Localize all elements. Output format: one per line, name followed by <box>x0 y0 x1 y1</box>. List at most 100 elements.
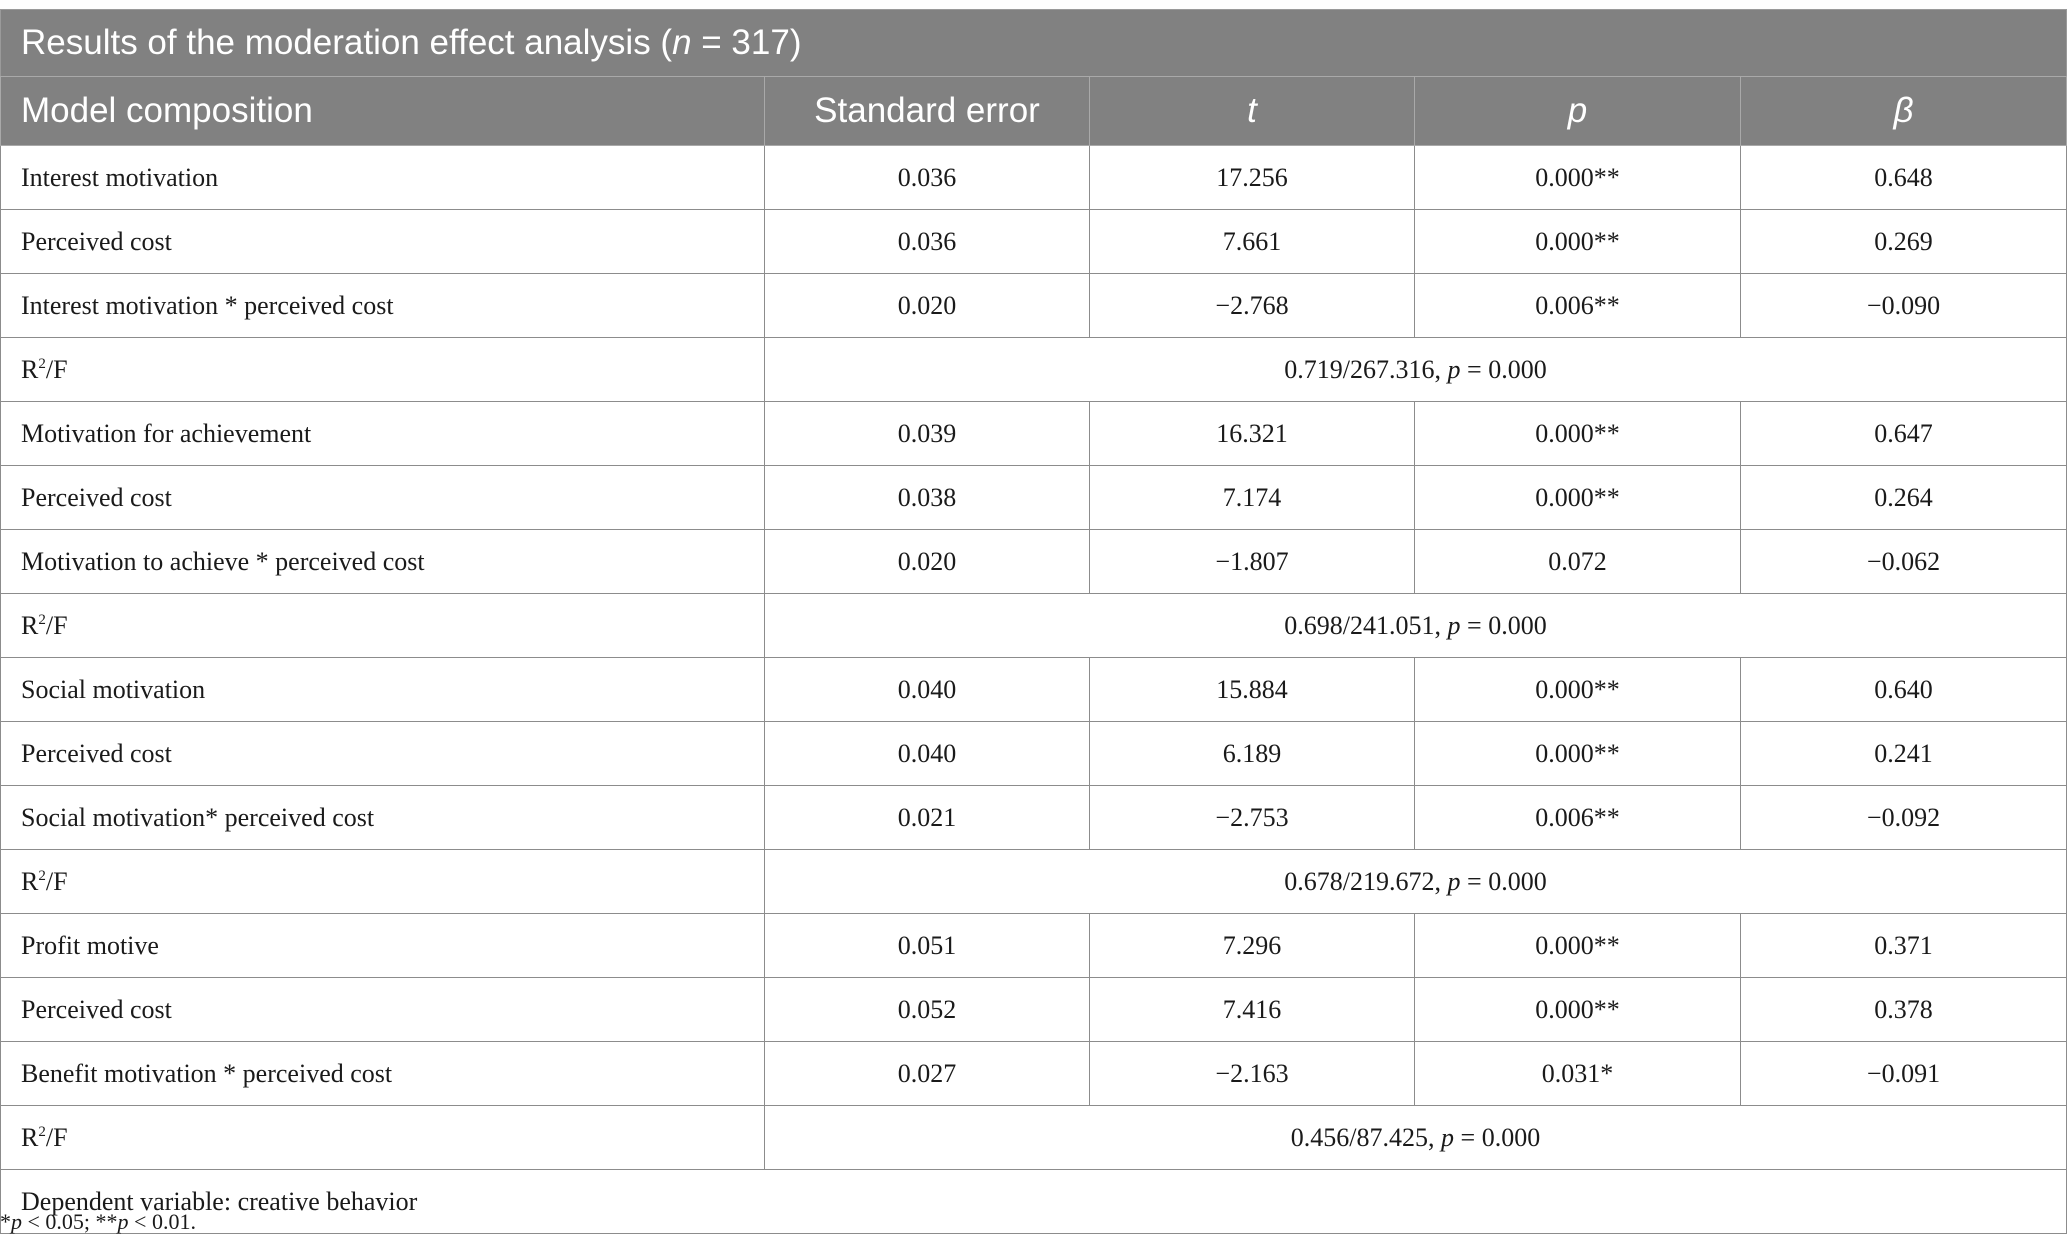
table-row: Interest motivation 0.036 17.256 0.000**… <box>0 145 2067 210</box>
cell-t: 7.416 <box>1089 977 1415 1042</box>
row-label: Interest motivation <box>0 145 765 210</box>
summary-p-symbol: p <box>1441 1122 1455 1152</box>
header-standard-error: Standard error <box>764 76 1090 146</box>
cell-se: 0.039 <box>764 401 1090 466</box>
cell-beta: −0.092 <box>1739 785 2067 850</box>
cell-beta: −0.090 <box>1739 273 2067 338</box>
cell-beta: 0.371 <box>1739 913 2067 978</box>
cell-beta: 0.378 <box>1739 977 2067 1042</box>
summary-label: R2/F <box>0 593 765 658</box>
table-title: Results of the moderation effect analysi… <box>0 9 2067 77</box>
summary-label: R2/F <box>0 1105 765 1170</box>
cell-t: 7.661 <box>1089 209 1415 274</box>
header-beta: β <box>1739 76 2067 146</box>
summary-label-base: R <box>21 354 39 384</box>
cell-beta: 0.269 <box>1739 209 2067 274</box>
summary-value-text: 0.678/219.672, <box>1284 866 1448 896</box>
cell-p: 0.000** <box>1414 465 1741 530</box>
column-header-row: Model composition Standard error t p β <box>0 76 2067 146</box>
table-row: Perceived cost 0.040 6.189 0.000** 0.241 <box>0 721 2067 786</box>
cell-se: 0.020 <box>764 273 1090 338</box>
cell-se: 0.036 <box>764 209 1090 274</box>
footnote-p2: p <box>117 1209 129 1234</box>
title-n-symbol: n <box>672 23 692 62</box>
cell-se: 0.021 <box>764 785 1090 850</box>
summary-label-tail: /F <box>45 610 68 640</box>
cell-se: 0.036 <box>764 145 1090 210</box>
footnote-star: * <box>0 1209 11 1234</box>
cell-t: 15.884 <box>1089 657 1415 722</box>
cell-p: 0.072 <box>1414 529 1741 594</box>
row-label: Benefit motivation * perceived cost <box>0 1041 765 1106</box>
summary-value: 0.698/241.051, p = 0.000 <box>763 593 2067 658</box>
summary-label-sup: 2 <box>38 867 46 884</box>
header-model-composition: Model composition <box>0 76 765 146</box>
row-label: Perceived cost <box>0 721 765 786</box>
header-t: t <box>1089 76 1415 146</box>
summary-p-value: = 0.000 <box>1454 1122 1541 1152</box>
cell-beta: 0.241 <box>1739 721 2067 786</box>
summary-p-value: = 0.000 <box>1460 866 1547 896</box>
summary-label-tail: /F <box>45 354 68 384</box>
summary-value-text: 0.719/267.316, <box>1284 354 1448 384</box>
summary-row: R2/F 0.678/219.672, p = 0.000 <box>0 849 2067 914</box>
table-row: Perceived cost 0.052 7.416 0.000** 0.378 <box>0 977 2067 1042</box>
cell-t: 7.296 <box>1089 913 1415 978</box>
cell-t: −1.807 <box>1089 529 1415 594</box>
footnote-p1: p <box>11 1209 22 1234</box>
cell-beta: −0.062 <box>1739 529 2067 594</box>
table-row: Motivation to achieve * perceived cost 0… <box>0 529 2067 594</box>
row-label: Motivation to achieve * perceived cost <box>0 529 765 594</box>
cell-se: 0.038 <box>764 465 1090 530</box>
moderation-results-table: Results of the moderation effect analysi… <box>0 9 2067 1234</box>
table-row: Social motivation* perceived cost 0.021 … <box>0 785 2067 850</box>
row-label: Perceived cost <box>0 209 765 274</box>
summary-p-value: = 0.000 <box>1460 354 1547 384</box>
table-row: Social motivation 0.040 15.884 0.000** 0… <box>0 657 2067 722</box>
title-prefix: Results of the moderation effect analysi… <box>21 23 673 62</box>
cell-t: 6.189 <box>1089 721 1415 786</box>
summary-value: 0.678/219.672, p = 0.000 <box>763 849 2067 914</box>
cell-se: 0.040 <box>764 721 1090 786</box>
cell-t: 16.321 <box>1089 401 1415 466</box>
cell-se: 0.020 <box>764 529 1090 594</box>
summary-p-symbol: p <box>1447 354 1461 384</box>
header-p: p <box>1414 76 1741 146</box>
table-row: Benefit motivation * perceived cost 0.02… <box>0 1041 2067 1106</box>
cell-se: 0.052 <box>764 977 1090 1042</box>
cell-beta: 0.640 <box>1739 657 2067 722</box>
table-row: Interest motivation * perceived cost 0.0… <box>0 273 2067 338</box>
summary-row: R2/F 0.456/87.425, p = 0.000 <box>0 1105 2067 1170</box>
summary-label-base: R <box>21 610 39 640</box>
row-label: Social motivation <box>0 657 765 722</box>
row-label: Motivation for achievement <box>0 401 765 466</box>
summary-label-sup: 2 <box>38 355 46 372</box>
cell-p: 0.000** <box>1414 721 1741 786</box>
title-suffix: = 317) <box>691 23 802 62</box>
table-row: Perceived cost 0.038 7.174 0.000** 0.264 <box>0 465 2067 530</box>
summary-label-base: R <box>21 866 39 896</box>
cell-t: 7.174 <box>1089 465 1415 530</box>
table-row: Profit motive 0.051 7.296 0.000** 0.371 <box>0 913 2067 978</box>
row-label: Perceived cost <box>0 977 765 1042</box>
cell-beta: 0.648 <box>1739 145 2067 210</box>
cell-t: 17.256 <box>1089 145 1415 210</box>
significance-footnote: *p < 0.05; **p < 0.01. <box>0 1209 196 1235</box>
cell-p: 0.000** <box>1414 209 1741 274</box>
summary-label: R2/F <box>0 337 765 402</box>
summary-p-symbol: p <box>1447 866 1461 896</box>
results-table-container: Results of the moderation effect analysi… <box>0 9 2067 1234</box>
summary-label-tail: /F <box>45 866 68 896</box>
dependent-variable-row: Dependent variable: creative behavior <box>0 1169 2067 1234</box>
cell-beta: 0.647 <box>1739 401 2067 466</box>
summary-row: R2/F 0.698/241.051, p = 0.000 <box>0 593 2067 658</box>
summary-label-tail: /F <box>45 1122 68 1152</box>
cell-se: 0.051 <box>764 913 1090 978</box>
footnote-text2: < 0.01. <box>128 1209 196 1234</box>
row-label: Interest motivation * perceived cost <box>0 273 765 338</box>
row-label: Perceived cost <box>0 465 765 530</box>
cell-beta: 0.264 <box>1739 465 2067 530</box>
table-row: Perceived cost 0.036 7.661 0.000** 0.269 <box>0 209 2067 274</box>
cell-p: 0.000** <box>1414 657 1741 722</box>
table-row: Motivation for achievement 0.039 16.321 … <box>0 401 2067 466</box>
